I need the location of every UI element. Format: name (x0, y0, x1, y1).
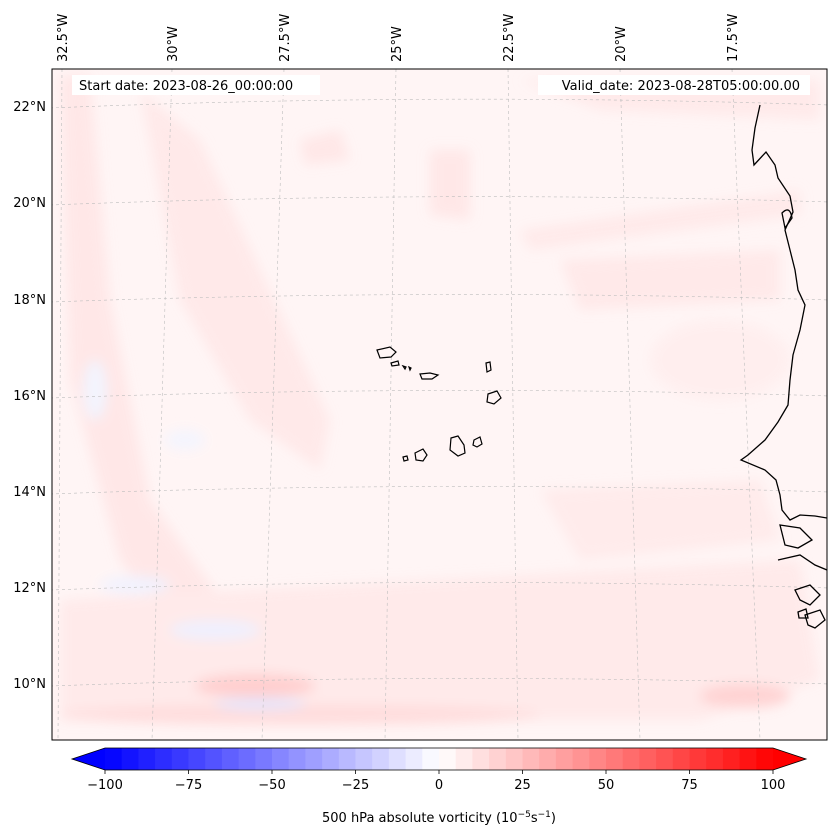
longitude-labels: 32.5°W 30°W 27.5°W 25°W 22.5°W 20°W 17.5… (56, 14, 741, 62)
colorbar-ticks: −100 −75 −50 −25 0 25 50 75 100 (87, 770, 785, 793)
colorbar-extend-min (72, 748, 105, 770)
colorbar-cell (539, 748, 557, 770)
colorbar-tick-label: 75 (681, 778, 698, 793)
colorbar-cell (589, 748, 607, 770)
colorbar-cell (272, 748, 290, 770)
colorbar-cells (105, 748, 774, 770)
map-panel: Start date: 2023-08-26_00:00:00 Valid_da… (51, 68, 828, 741)
colorbar-cell (439, 748, 457, 770)
colorbar-tick-label: 100 (761, 778, 786, 793)
colorbar-tick-label: 0 (435, 778, 443, 793)
lon-label-32-5w: 32.5°W (56, 14, 71, 62)
colorbar-cell (555, 748, 574, 770)
colorbar-cell (639, 748, 657, 770)
colorbar-cell (656, 748, 674, 770)
colorbar-cell (171, 748, 189, 770)
colorbar-cell (472, 748, 490, 770)
colorbar-cell (606, 748, 624, 770)
colorbar-cell (372, 748, 390, 770)
valid-date-label: Valid_date: 2023-08-28T05:00:00.00 (562, 79, 800, 94)
colorbar-cell (121, 748, 139, 770)
colorbar-tick-label: −25 (342, 778, 369, 793)
colorbar-cell (756, 748, 774, 770)
colorbar-cell (105, 748, 123, 770)
lat-label-18n: 18°N (13, 293, 46, 308)
lat-label-14n: 14°N (13, 485, 46, 500)
colorbar-cell (722, 748, 741, 770)
colorbar-cell (505, 748, 523, 770)
colorbar-cell (572, 748, 590, 770)
colorbar-title: 500 hPa absolute vorticity (10−5s−1) (322, 810, 556, 826)
colorbar-tick-label: −100 (87, 778, 123, 793)
colorbar-cell (672, 748, 690, 770)
lon-label-20w: 20°W (614, 26, 629, 62)
colorbar-tick-label: 50 (598, 778, 615, 793)
coastline (739, 104, 827, 629)
cape-verde-islands (376, 346, 502, 462)
start-date-label: Start date: 2023-08-26_00:00:00 (79, 79, 293, 94)
colorbar-cell (255, 748, 273, 770)
colorbar-cell (205, 748, 223, 770)
lon-label-17-5w: 17.5°W (726, 14, 741, 62)
colorbar-cell (221, 748, 240, 770)
valid-date-box (538, 75, 810, 95)
lon-label-25w: 25°W (390, 26, 405, 62)
colorbar-cell (522, 748, 540, 770)
colorbar-cell (338, 748, 356, 770)
colorbar-cell (739, 748, 757, 770)
lon-label-22-5w: 22.5°W (502, 14, 517, 62)
colorbar-cell (188, 748, 206, 770)
colorbar-cell (455, 748, 473, 770)
colorbar-cell (422, 748, 440, 770)
colorbar-extend-max (773, 748, 806, 770)
colorbar-cell (405, 748, 423, 770)
colorbar-cell (689, 748, 707, 770)
colorbar-cell (138, 748, 156, 770)
lat-label-20n: 20°N (13, 196, 46, 211)
latitude-labels: 22°N 20°N 18°N 16°N 14°N 12°N 10°N (13, 100, 46, 692)
colorbar-cell (355, 748, 373, 770)
colorbar-cell (489, 748, 507, 770)
colorbar-cell (305, 748, 323, 770)
lat-label-16n: 16°N (13, 389, 46, 404)
colorbar-cell (388, 748, 407, 770)
lat-label-12n: 12°N (13, 581, 46, 596)
lon-label-30w: 30°W (166, 26, 181, 62)
lon-label-27-5w: 27.5°W (278, 14, 293, 62)
lat-label-22n: 22°N (13, 100, 46, 115)
colorbar-cell (288, 748, 306, 770)
colorbar-tick-label: −50 (258, 778, 285, 793)
gridlines (52, 69, 827, 740)
colorbar-cell (706, 748, 724, 770)
colorbar-cell (155, 748, 173, 770)
colorbar: −100 −75 −50 −25 0 25 50 75 100 500 hPa absolute… (70, 747, 808, 826)
map-frame (51, 68, 828, 741)
colorbar-tick-label: −75 (175, 778, 202, 793)
colorbar-cell (622, 748, 640, 770)
start-date-box (72, 75, 320, 95)
colorbar-cell (238, 748, 256, 770)
colorbar-tick-label: 25 (514, 778, 531, 793)
colorbar-cell (322, 748, 340, 770)
lat-label-10n: 10°N (13, 677, 46, 692)
